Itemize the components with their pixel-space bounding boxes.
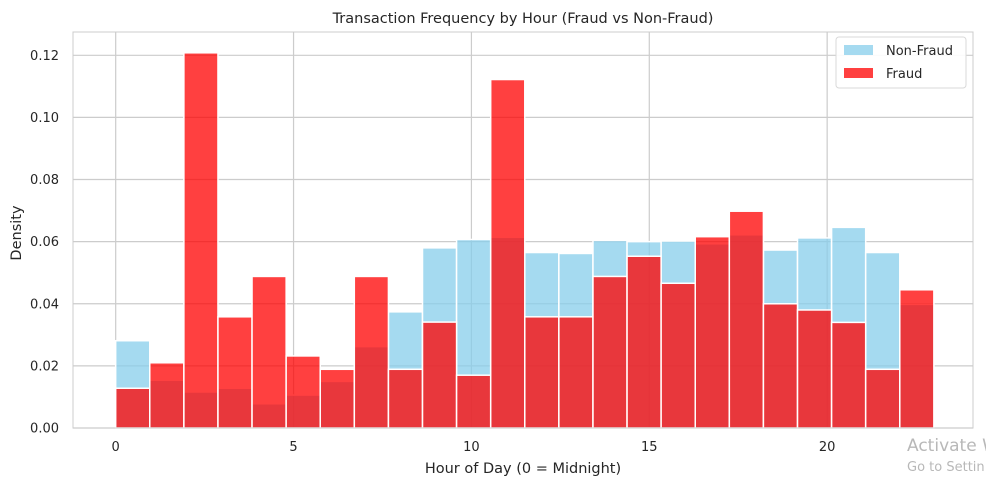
x-tick-label: 0	[112, 440, 120, 455]
fraud-bar	[217, 316, 253, 429]
y-axis-ticks: 0.00 0.02 0.04 0.06 0.08 0.10 0.12	[30, 49, 59, 437]
fraud-bar	[455, 374, 492, 429]
fraud-bar	[626, 255, 662, 429]
fraud-bar	[899, 289, 935, 429]
fraud-bar	[251, 275, 287, 429]
fraud-bar	[762, 303, 799, 429]
fraud-bar	[114, 387, 151, 429]
fraud-bar	[353, 275, 390, 429]
legend-swatch-non-fraud	[844, 45, 873, 55]
fraud-bar	[558, 316, 594, 429]
legend-swatch-fraud	[844, 68, 873, 78]
fraud-bar	[183, 52, 219, 429]
x-tick-label: 15	[641, 440, 658, 455]
plot-frame	[72, 31, 974, 429]
x-tick-label: 20	[819, 440, 836, 455]
fraud-bar	[489, 78, 526, 429]
x-axis-ticks: 0 5 10 15 20	[112, 440, 836, 455]
fraud-bar	[149, 362, 185, 429]
legend-label-fraud: Fraud	[886, 67, 922, 82]
fraud-bar	[660, 282, 696, 429]
y-tick-label: 0.06	[30, 235, 59, 250]
fraud-bar	[864, 368, 901, 429]
watermark-activate-text: Activate W	[907, 436, 986, 456]
y-tick-label: 0.10	[30, 111, 59, 126]
y-tick-label: 0.02	[30, 359, 59, 374]
x-tick-label: 10	[463, 440, 480, 455]
fraud-bar	[694, 235, 731, 429]
fraud-bar	[728, 210, 765, 429]
fraud-bar	[319, 368, 356, 429]
fraud-bar	[830, 321, 867, 429]
fraud-bar	[421, 321, 458, 429]
fraud-bar	[524, 316, 560, 429]
legend-label-non-fraud: Non-Fraud	[886, 44, 953, 59]
y-tick-label: 0.12	[30, 49, 59, 64]
fraud-bar	[387, 368, 424, 429]
chart-title: Transaction Frequency by Hour (Fraud vs …	[332, 11, 714, 27]
legend: Non-Fraud Fraud	[835, 36, 967, 89]
fraud-bar	[285, 355, 321, 429]
fraud-bar	[796, 309, 833, 429]
fraud-bars	[114, 52, 935, 429]
y-tick-label: 0.04	[30, 297, 59, 312]
y-tick-label: 0.00	[30, 422, 59, 437]
x-tick-label: 5	[289, 440, 297, 455]
y-axis-title: Density	[9, 205, 25, 261]
fraud-bar	[592, 275, 628, 429]
watermark-settings-text: Go to Settin	[907, 460, 985, 475]
x-axis-title: Hour of Day (0 = Midnight)	[425, 461, 621, 477]
y-tick-label: 0.08	[30, 173, 59, 188]
